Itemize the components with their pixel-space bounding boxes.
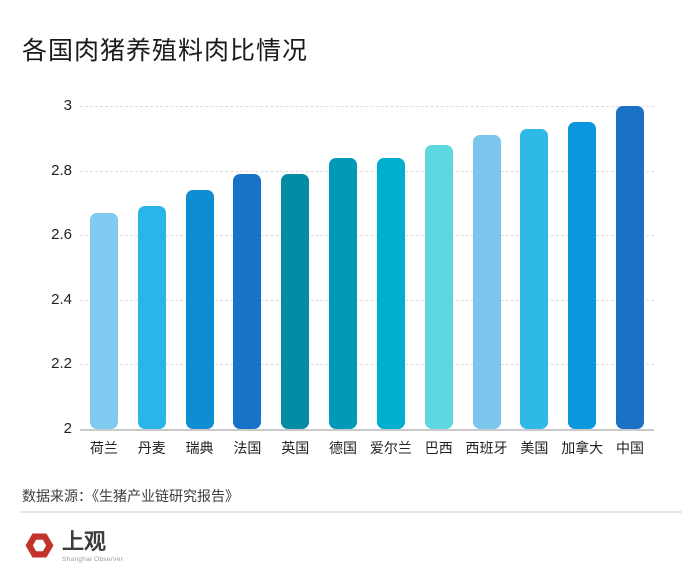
bar-德国: [329, 157, 358, 429]
bar-slot-7: [367, 106, 415, 429]
bar-巴西: [424, 144, 453, 429]
bar-荷兰: [89, 212, 118, 429]
bar-中国: [616, 106, 645, 429]
x-axis: 荷兰 丹麦 瑞典 法国 英国 德国 爱尔兰 巴西 西班牙 美国 加拿大 中国: [80, 438, 654, 458]
bar-series: [80, 106, 654, 429]
hexagon-nut-icon: [25, 533, 54, 558]
gridline-2.8: [80, 170, 654, 172]
data-source-note: 数据来源：《生猪产业链研究报告》: [22, 488, 239, 504]
bar-西班牙: [472, 135, 501, 429]
bar-slot-8: [415, 106, 463, 429]
bar-slot-4: [223, 106, 271, 429]
bar-slot-12: [606, 106, 654, 429]
bar-法国: [233, 173, 262, 429]
x-tick-label-丹麦: 丹麦: [137, 440, 166, 456]
x-tick-label-西班牙: 西班牙: [465, 440, 508, 456]
x-tick-label-德国: 德国: [329, 440, 358, 456]
bar-瑞典: [185, 189, 214, 429]
x-tick-label-英国: 英国: [281, 440, 310, 456]
logo-text: 上观 Shanghai Observer: [62, 529, 124, 564]
x-tick-label-中国: 中国: [616, 440, 645, 456]
x-tick-label-瑞典: 瑞典: [185, 440, 214, 456]
y-tick-label-2.2: 2.2: [51, 355, 72, 373]
x-tick-label-巴西: 巴西: [424, 440, 453, 456]
y-tick-label-2.8: 2.8: [51, 161, 72, 179]
bar-美国: [520, 128, 549, 429]
logo-name: 上观: [62, 529, 107, 555]
y-tick-label-3: 3: [63, 97, 72, 115]
publisher-logo: 上观 Shanghai Observer: [24, 530, 123, 563]
bar-丹麦: [137, 206, 166, 429]
chart-title: 各国肉猪养殖料肉比情况: [22, 36, 309, 65]
bar-slot-11: [558, 106, 606, 429]
x-tick-label-法国: 法国: [233, 440, 262, 456]
bar-slot-2: [128, 106, 176, 429]
bar-slot-9: [463, 106, 511, 429]
bar-爱尔兰: [376, 157, 405, 429]
bar-英国: [281, 173, 310, 429]
x-axis-line: [80, 429, 654, 431]
bar-slot-10: [510, 106, 558, 429]
plot-area: [80, 106, 654, 431]
gridline-2.2: [80, 364, 654, 366]
bar-slot-3: [176, 106, 224, 429]
y-axis: 3 2.8 2.6 2.4 2.2 2: [0, 97, 72, 437]
gridline-2.6: [80, 235, 654, 237]
x-tick-label-美国: 美国: [520, 440, 549, 456]
logo-subtitle: Shanghai Observer: [62, 556, 124, 564]
y-tick-label-2.4: 2.4: [51, 290, 72, 308]
footer-divider: [20, 511, 682, 513]
gridline-2.4: [80, 299, 654, 301]
x-tick-label-荷兰: 荷兰: [89, 440, 118, 456]
gridline-3: [80, 106, 654, 107]
bar-加拿大: [568, 122, 597, 429]
x-tick-label-爱尔兰: 爱尔兰: [369, 440, 412, 456]
x-tick-label-加拿大: 加拿大: [561, 440, 604, 456]
y-tick-label-2.6: 2.6: [51, 226, 72, 244]
y-tick-label-2: 2: [63, 420, 72, 438]
bar-slot-5: [271, 106, 319, 429]
bar-slot-6: [319, 106, 367, 429]
bar-slot-1: [80, 106, 128, 429]
